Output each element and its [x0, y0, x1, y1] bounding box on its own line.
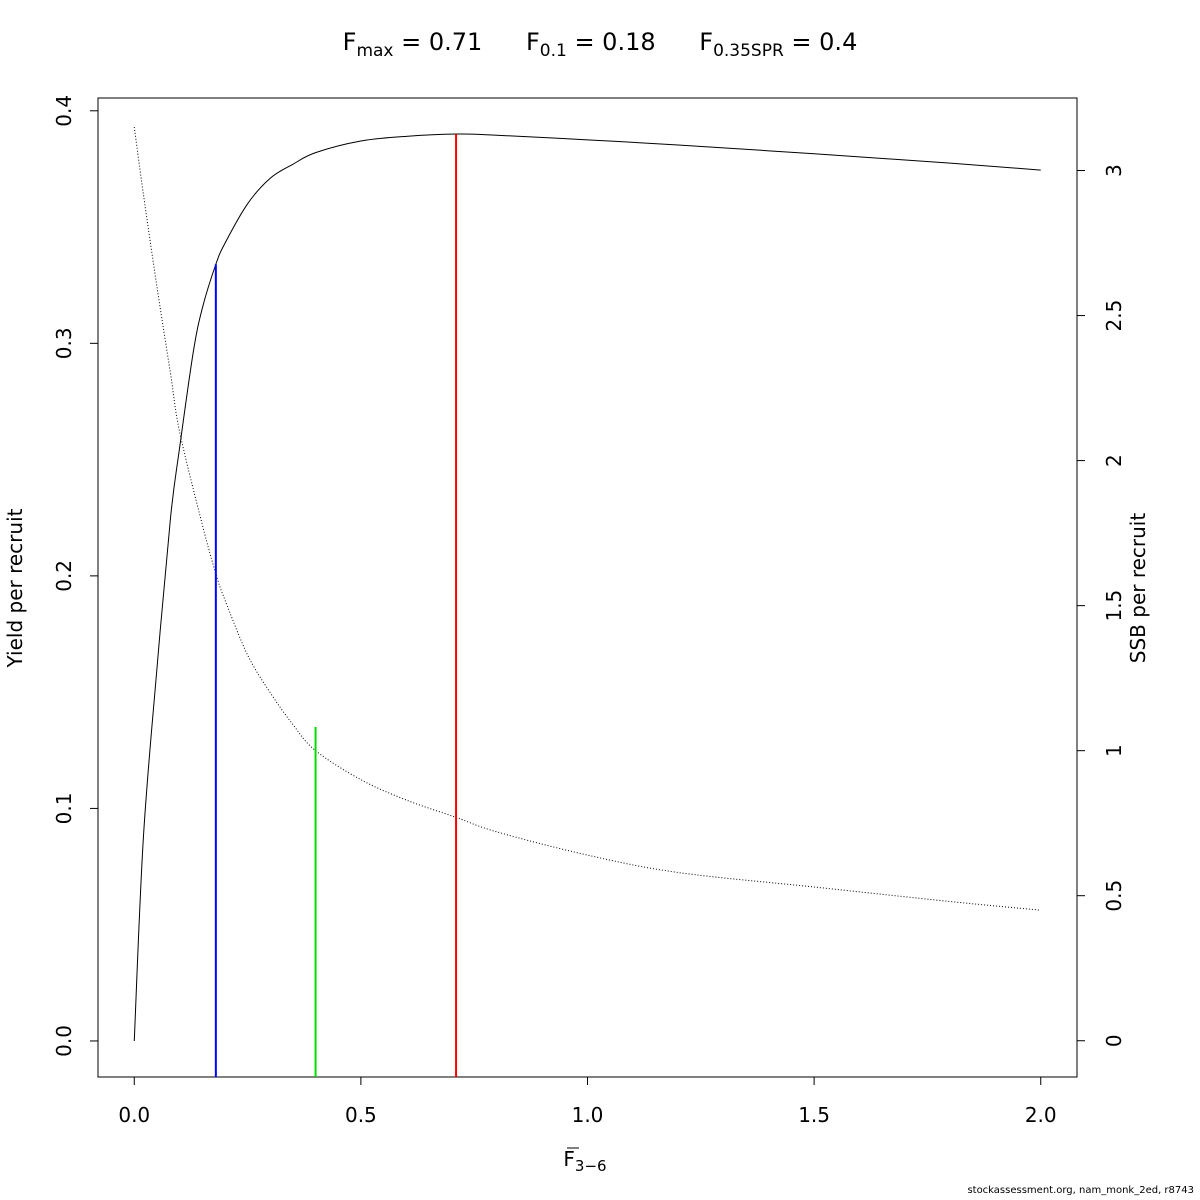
y2-tick-label: 1 — [1102, 744, 1126, 757]
y2-tick-label: 0.5 — [1102, 880, 1126, 912]
y2-tick-label: 2.5 — [1102, 300, 1126, 332]
x-axis-label: F3−6 — [563, 1147, 606, 1175]
y-axis-left: 0.0 0.1 0.2 0.3 0.4 — [52, 95, 99, 1057]
y2-tick-label: 3 — [1102, 164, 1126, 177]
y2-tick-label: 0 — [1102, 1034, 1126, 1047]
x-axis: 0.0 0.5 1.0 1.5 2.0 — [118, 1076, 1057, 1127]
y-tick-label: 0.3 — [52, 327, 76, 359]
y2-tick-label: 2 — [1102, 454, 1126, 467]
footer-credit: stockassessment.org, nam_monk_2ed, r8743 — [967, 1185, 1194, 1196]
chart-title: Fmax = 0.71 F0.1 = 0.18 F0.35SPR = 0.4 — [0, 28, 1200, 61]
x-tick-label: 0.0 — [118, 1103, 150, 1127]
y-tick-label: 0.0 — [52, 1025, 76, 1057]
ssb-per-recruit-curve — [133, 126, 1041, 911]
x-tick-label: 2.0 — [1025, 1103, 1057, 1127]
plot-frame — [97, 97, 1078, 1078]
series-layer — [133, 126, 1041, 1041]
y-tick-label: 0.2 — [52, 560, 76, 592]
reference-lines — [214, 134, 458, 1077]
y-axis-label: Yield per recruit — [3, 508, 27, 668]
y-axis-right: 0 0.5 1 1.5 2 2.5 3 — [1076, 164, 1126, 1047]
y-tick-label: 0.4 — [52, 95, 76, 127]
title-f035spr: F0.35SPR = 0.4 — [699, 28, 858, 61]
yield-per-recruit-curve — [133, 133, 1041, 1041]
x-tick-label: 0.5 — [345, 1103, 377, 1127]
x-tick-label: 1.0 — [572, 1103, 604, 1127]
x-tick-label: 1.5 — [798, 1103, 830, 1127]
title-f01: F0.1 = 0.18 — [525, 28, 656, 61]
y2-axis-label: SSB per recruit — [1126, 513, 1150, 664]
y2-tick-label: 1.5 — [1102, 590, 1126, 622]
title-fmax: Fmax = 0.71 — [342, 28, 483, 61]
y-tick-label: 0.1 — [52, 793, 76, 825]
